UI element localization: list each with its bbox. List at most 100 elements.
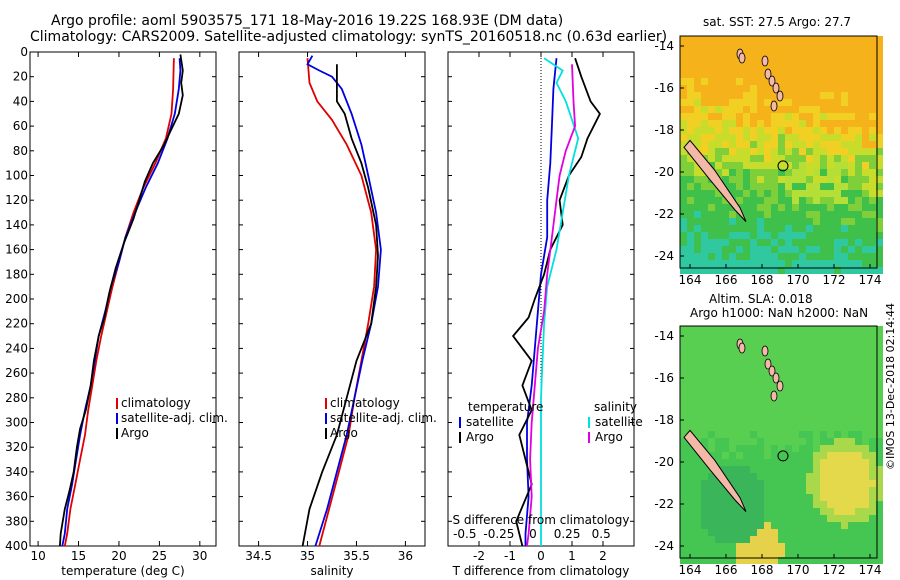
map-cell (778, 120, 785, 127)
map-cell (771, 253, 778, 260)
map-cell (820, 141, 827, 148)
legend-heading-temperature: temperature (468, 400, 543, 414)
map-cell (862, 155, 869, 162)
map-cell (743, 183, 750, 190)
map-cell (869, 78, 876, 85)
map-cell (764, 417, 771, 424)
map-cell (750, 466, 757, 473)
map-cell (729, 438, 736, 445)
map-cell (729, 43, 736, 50)
map-cell (757, 403, 764, 410)
map-cell (848, 92, 855, 99)
map-cell (771, 340, 778, 347)
map-cell (827, 85, 834, 92)
map-cell (848, 550, 855, 557)
map-cell (764, 501, 771, 508)
map-cell (778, 64, 785, 71)
map-cell (764, 232, 771, 239)
map-cell (680, 410, 687, 417)
map-cell (722, 64, 729, 71)
map-cell (876, 340, 883, 347)
map-cell (855, 529, 862, 536)
map-cell (729, 543, 736, 550)
map-cell (848, 466, 855, 473)
map-cell (792, 333, 799, 340)
map-cell (764, 176, 771, 183)
map-cell (827, 155, 834, 162)
map-cell (806, 246, 813, 253)
map-cell (729, 218, 736, 225)
map-cell (743, 445, 750, 452)
y-tick-label: 20 (13, 70, 28, 84)
map-cell (708, 445, 715, 452)
map-cell (694, 487, 701, 494)
map-cell (764, 211, 771, 218)
map-cell (708, 218, 715, 225)
map-cell (715, 529, 722, 536)
map-cell (813, 64, 820, 71)
map-cell (778, 57, 785, 64)
map-cell (869, 459, 876, 466)
map-cell (834, 333, 841, 340)
map-cell (722, 410, 729, 417)
argo-position-marker-icon (777, 160, 789, 172)
map-cell (799, 515, 806, 522)
map-cell (778, 190, 785, 197)
y-tick-label: 100 (5, 169, 28, 183)
map-cell (806, 71, 813, 78)
map-cell (827, 445, 834, 452)
map-cell (722, 113, 729, 120)
map-cell (834, 162, 841, 169)
map-cell (876, 368, 883, 375)
map-lon-tick-label: 170 (787, 273, 810, 287)
map-cell (764, 403, 771, 410)
map-cell (715, 438, 722, 445)
map-cell (722, 232, 729, 239)
map-cell (764, 354, 771, 361)
map-cell (694, 204, 701, 211)
map-cell (785, 127, 792, 134)
map-cell (862, 382, 869, 389)
map-cell (680, 529, 687, 536)
map-cell (813, 78, 820, 85)
map-cell (869, 445, 876, 452)
map-cell (687, 36, 694, 43)
x-tick-label: 30 (192, 549, 207, 563)
map-cell (694, 543, 701, 550)
map-cell (876, 64, 883, 71)
map-cell (757, 494, 764, 501)
map-cell (785, 382, 792, 389)
map-cell (862, 218, 869, 225)
map-cell (771, 354, 778, 361)
vanuatu-island-icon (764, 68, 772, 80)
map-cell (820, 64, 827, 71)
map-cell (855, 375, 862, 382)
map-cell (792, 127, 799, 134)
map-cell (687, 120, 694, 127)
map-cell (764, 162, 771, 169)
map-cell (848, 120, 855, 127)
map-cell (757, 459, 764, 466)
map-cell (729, 389, 736, 396)
map-cell (729, 557, 736, 564)
map-cell (806, 127, 813, 134)
map-cell (785, 43, 792, 50)
x-top-tick-label: 0 (529, 527, 537, 541)
map-lat-tick-label: -16 (654, 81, 674, 95)
map-cell (715, 522, 722, 529)
map-cell (708, 141, 715, 148)
map-cell (680, 183, 687, 190)
map-cell (799, 120, 806, 127)
map-cell (834, 382, 841, 389)
map-cell (771, 36, 778, 43)
vanuatu-island-icon (776, 90, 784, 102)
map-cell (743, 169, 750, 176)
map-cell (862, 361, 869, 368)
map-cell (841, 361, 848, 368)
map-cell (750, 326, 757, 333)
map-cell (729, 155, 736, 162)
map-cell (778, 71, 785, 78)
map-cell (694, 557, 701, 564)
map-cell (771, 431, 778, 438)
map-cell (729, 211, 736, 218)
